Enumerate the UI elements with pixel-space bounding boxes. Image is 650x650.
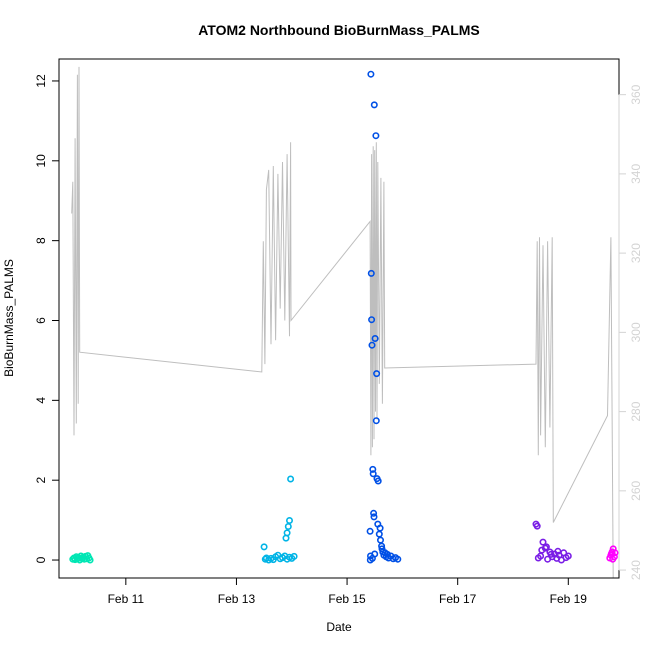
y2-tick-label: 280 (629, 401, 643, 421)
data-point (284, 522, 292, 530)
data-point (370, 513, 378, 521)
data-point (542, 543, 550, 551)
data-point (394, 555, 402, 563)
data-point (369, 470, 377, 478)
data-point (372, 132, 380, 140)
y2-tick-label: 340 (629, 164, 643, 184)
y-tick-label: 12 (34, 74, 48, 88)
y-tick-label: 4 (34, 397, 48, 404)
y-axis: 0 2 4 6 8 10 12 (34, 74, 60, 563)
y2-tick-label: 260 (629, 481, 643, 501)
data-point (609, 555, 617, 563)
data-point (564, 552, 572, 560)
data-point (370, 509, 378, 517)
data-point (554, 547, 562, 555)
x-axis: Feb 11 Feb 13 Feb 15 Feb 17 Feb 19 (108, 577, 588, 606)
data-point (260, 543, 268, 551)
data-point (283, 529, 291, 537)
x-tick-label: Feb 19 (550, 592, 588, 606)
data-point (374, 477, 382, 485)
data-point (611, 549, 619, 557)
data-point (375, 530, 383, 538)
y2-line-series (71, 66, 614, 579)
x-tick-label: Feb 11 (108, 592, 145, 606)
data-point (287, 475, 295, 483)
data-point (372, 417, 380, 425)
data-point (376, 536, 384, 544)
x-axis-label: Date (326, 620, 352, 634)
data-point (383, 550, 391, 558)
data-point (373, 370, 381, 378)
data-point (547, 550, 555, 558)
plot-frame (58, 58, 620, 579)
data-point (367, 269, 375, 277)
y-tick-label: 10 (34, 154, 48, 168)
y2-tick-label: 320 (629, 243, 643, 263)
y-tick-label: 6 (34, 317, 48, 324)
data-point (368, 341, 376, 349)
data-point (371, 550, 379, 558)
x-tick-label: Feb 17 (439, 592, 477, 606)
y-tick-label: 2 (34, 477, 48, 484)
data-point (368, 316, 376, 324)
data-point (371, 334, 379, 342)
scatter-marks (69, 70, 619, 564)
y-axis-label: BioBurnMass_PALMS (2, 259, 16, 377)
y2-tick-label: 360 (629, 84, 643, 104)
x-tick-label: Feb 15 (328, 592, 366, 606)
x-tick-label: Feb 13 (218, 592, 256, 606)
chart-title: ATOM2 Northbound BioBurnMass_PALMS (198, 22, 480, 38)
data-point (539, 538, 547, 546)
data-point (290, 552, 298, 560)
data-point (285, 516, 293, 524)
y2-axis: 240 260 280 300 320 340 360 (618, 84, 643, 580)
data-point (370, 101, 378, 109)
y2-line (71, 66, 614, 579)
data-point (369, 465, 377, 473)
data-point (538, 546, 546, 554)
data-point (366, 527, 374, 535)
y2-tick-label: 240 (629, 560, 643, 580)
y-tick-label: 8 (34, 237, 48, 244)
data-point (376, 524, 384, 532)
data-point (367, 70, 375, 78)
data-point (533, 522, 541, 530)
data-point (86, 556, 94, 564)
y-tick-label: 0 (34, 556, 48, 563)
y2-tick-label: 300 (629, 322, 643, 342)
